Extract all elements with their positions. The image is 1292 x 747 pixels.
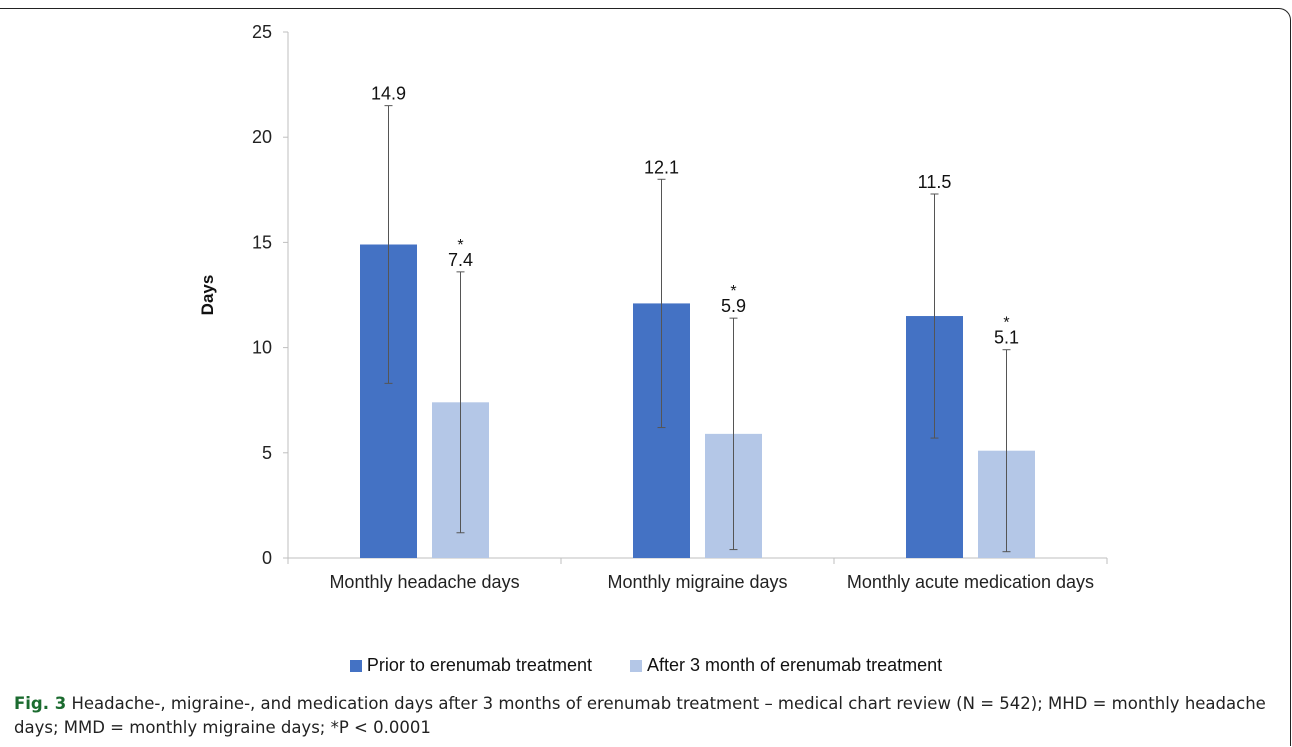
legend-item-after: After 3 month of erenumab treatment <box>629 655 943 676</box>
legend-label-after: After 3 month of erenumab treatment <box>646 655 943 675</box>
data-label: 12.1 <box>644 157 679 177</box>
chart-axes: 0 5 10 15 20 25 Days Monthly headache days Month… <box>198 22 1108 592</box>
y-tick-label: 25 <box>252 22 272 42</box>
data-label: 7.4 <box>448 250 473 270</box>
y-axis-title: Days <box>198 275 217 316</box>
significance-marker: * <box>1003 315 1009 332</box>
figure-caption: Fig. 3 Headache-, migraine-, and medicat… <box>14 692 1276 740</box>
chart-bars <box>360 105 1035 558</box>
x-tick-label: Monthly migraine days <box>607 572 787 592</box>
significance-marker: * <box>457 237 463 254</box>
x-tick-label: Monthly acute medication days <box>847 572 1094 592</box>
y-tick-label: 5 <box>262 443 272 463</box>
significance-marker: * <box>730 283 736 300</box>
figure-frame <box>0 8 1291 746</box>
y-tick-label: 0 <box>262 548 272 568</box>
legend-swatch-after <box>629 659 642 672</box>
chart-legend: Prior to erenumab treatment After 3 mont… <box>0 655 1292 676</box>
data-label: 5.1 <box>994 328 1019 348</box>
data-label: 11.5 <box>918 172 952 192</box>
data-label: 14.9 <box>371 84 406 104</box>
y-tick-label: 20 <box>252 127 272 147</box>
caption-text: Headache-, migraine-, and medication day… <box>14 694 1266 737</box>
legend-item-prior: Prior to erenumab treatment <box>349 655 592 676</box>
bar-chart: 0 5 10 15 20 25 Days Monthly headache days Month… <box>198 22 1108 592</box>
legend-swatch-prior <box>349 659 362 672</box>
chart-labels: 14.912.111.57.4*5.9*5.1* <box>371 84 1019 348</box>
x-tick-label: Monthly headache days <box>329 572 519 592</box>
y-tick-label: 15 <box>252 232 272 252</box>
legend-label-prior: Prior to erenumab treatment <box>366 655 592 675</box>
figure-label: Fig. 3 <box>14 694 67 713</box>
y-tick-label: 10 <box>252 338 272 358</box>
data-label: 5.9 <box>721 296 746 316</box>
